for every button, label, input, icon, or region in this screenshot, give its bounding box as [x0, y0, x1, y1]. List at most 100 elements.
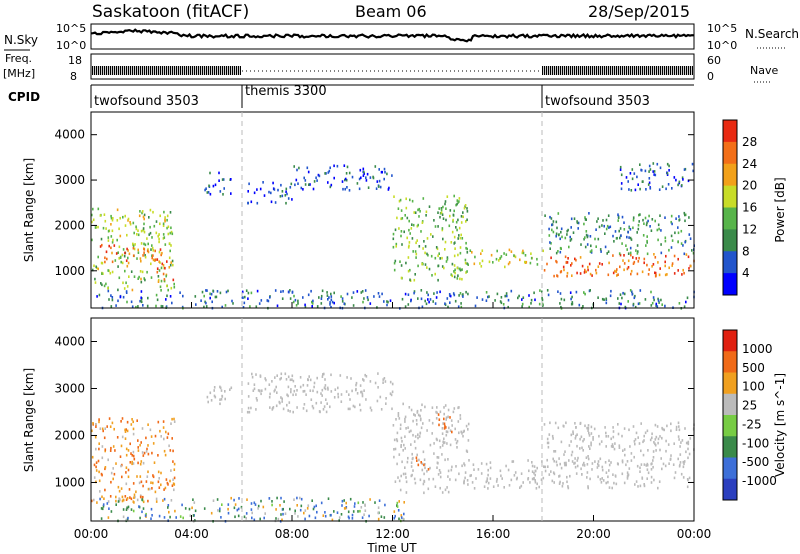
velocity-cell	[672, 463, 675, 466]
velocity-cell	[678, 428, 681, 432]
power-cell	[420, 230, 422, 233]
velocity-cell	[421, 462, 424, 466]
velocity-cell	[639, 470, 641, 473]
power-cell	[266, 299, 269, 302]
power-cell	[132, 244, 135, 248]
power-cell	[513, 254, 515, 257]
velocity-cell	[608, 463, 611, 467]
power-cell	[455, 220, 458, 224]
power-cell	[143, 248, 146, 251]
velocity-cell	[101, 445, 104, 448]
velocity-cell	[612, 435, 615, 439]
power-cell	[471, 251, 473, 254]
velocity-cell	[294, 385, 296, 388]
power-cell	[620, 187, 623, 191]
power-cell	[648, 170, 650, 173]
power-cell	[639, 289, 642, 292]
velocity-cell	[113, 472, 116, 476]
power-cell	[170, 244, 172, 247]
velocity-cell	[646, 429, 649, 433]
velocity-cell	[170, 422, 172, 425]
velocity-colorbar-swatch	[723, 415, 737, 437]
velocity-cell	[264, 377, 266, 380]
velocity-cell	[462, 434, 464, 438]
velocity-cell	[157, 470, 160, 474]
power-cell	[97, 267, 99, 271]
velocity-cell	[294, 512, 296, 515]
velocity-cell	[391, 390, 394, 394]
power-cell	[653, 253, 655, 256]
velocity-cell	[457, 420, 460, 423]
velocity-cell	[276, 391, 278, 394]
power-cell	[132, 246, 135, 250]
velocity-cell	[299, 508, 302, 512]
velocity-cell	[590, 432, 593, 435]
power-cell	[396, 216, 398, 220]
velocity-cell	[139, 475, 142, 478]
power-cell	[417, 297, 419, 300]
velocity-colorbar-tick-5: -100	[742, 436, 769, 450]
velocity-cell	[534, 480, 537, 484]
velocity-cell	[501, 477, 503, 480]
power-cell	[457, 201, 459, 204]
velocity-cell	[364, 503, 366, 507]
velocity-cell	[560, 466, 563, 470]
power-cell	[648, 164, 651, 168]
x-tick-label-3: 12:00	[375, 527, 410, 541]
velocity-cell	[280, 513, 282, 516]
power-colorbar-tick-4: 12	[742, 222, 757, 236]
power-cell	[658, 227, 660, 231]
velocity-ytick-label-1: 2000	[54, 428, 85, 442]
velocity-cell	[141, 427, 144, 430]
velocity-cell	[436, 461, 439, 465]
x-tick-label-2: 08:00	[275, 527, 310, 541]
power-cell	[683, 271, 685, 275]
velocity-cell	[679, 461, 682, 464]
velocity-cell	[289, 507, 291, 511]
velocity-cell	[558, 482, 561, 485]
power-cell	[247, 297, 249, 300]
velocity-cell	[404, 415, 407, 419]
power-cell	[137, 233, 140, 237]
power-cell	[617, 273, 619, 276]
velocity-cell	[306, 507, 309, 510]
power-cell	[125, 291, 128, 294]
power-cell	[615, 270, 618, 274]
power-cell	[659, 267, 661, 270]
velocity-cell	[110, 510, 113, 513]
velocity-cell	[151, 487, 153, 490]
velocity-cell	[473, 468, 475, 471]
power-cell	[362, 300, 364, 304]
power-cell	[151, 246, 154, 250]
power-cell	[604, 232, 606, 235]
power-cell	[157, 234, 159, 238]
power-cell	[203, 305, 205, 309]
velocity-cell	[237, 507, 240, 511]
power-cell	[155, 220, 158, 223]
velocity-cell	[100, 517, 103, 520]
power-cell	[222, 178, 225, 181]
velocity-cell	[109, 495, 112, 498]
power-cell	[561, 235, 563, 239]
velocity-cell	[411, 452, 413, 456]
power-cell	[457, 253, 459, 257]
power-cell	[341, 300, 344, 303]
power-cell	[500, 255, 503, 258]
velocity-cell	[639, 466, 641, 470]
power-cell	[583, 291, 585, 294]
power-cell	[459, 267, 461, 271]
velocity-colorbar-label: Velocity [m s^-1]	[773, 373, 787, 477]
power-cell	[439, 290, 441, 294]
power-cell	[168, 266, 171, 269]
power-cell	[458, 226, 461, 230]
velocity-cell	[330, 390, 333, 393]
velocity-cell	[352, 510, 355, 513]
velocity-cell	[647, 449, 649, 452]
velocity-cell	[435, 410, 437, 414]
power-cell	[398, 227, 400, 230]
velocity-cell	[194, 519, 196, 522]
velocity-cell	[610, 445, 613, 448]
power-cell	[169, 211, 172, 214]
